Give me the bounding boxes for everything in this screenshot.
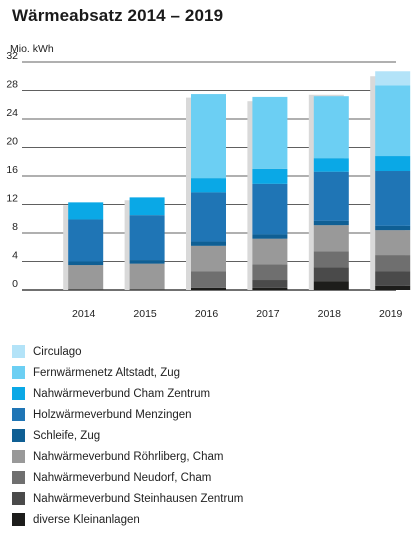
legend-swatch	[12, 366, 25, 379]
bar-segment	[68, 261, 104, 266]
x-tick-label: 2014	[72, 308, 96, 320]
legend-label: Nahwärmeverbund Neudorf, Cham	[33, 471, 212, 484]
y-axis-label: Mio. kWh	[10, 43, 54, 55]
legend-swatch	[12, 492, 25, 505]
bar-segment	[313, 96, 349, 159]
y-tick-label: 12	[6, 193, 18, 205]
legend-swatch	[12, 471, 25, 484]
y-tick-label: 20	[6, 136, 18, 148]
bar-segment	[375, 285, 411, 290]
bar-segment	[252, 264, 288, 281]
x-tick-label: 2016	[195, 308, 219, 320]
bar-segment	[191, 241, 226, 246]
bar-segment	[375, 230, 411, 256]
y-tick-label: 28	[6, 79, 18, 91]
legend-label: Holzwärmeverbund Menzingen	[33, 408, 192, 421]
legend-swatch	[12, 513, 25, 526]
legend-label: Nahwärmeverbund Steinhausen Zentrum	[33, 492, 244, 505]
chart-legend: Circulago Fernwärmenetz Altstadt, Zug Nahw…	[12, 341, 243, 530]
legend-label: Nahwärmeverbund Cham Zentrum	[33, 387, 211, 400]
bar-segment	[129, 263, 165, 290]
bar-segment	[252, 96, 288, 169]
bar-segment	[68, 202, 104, 220]
legend-item: Fernwärmenetz Altstadt, Zug	[12, 362, 243, 383]
bar-segment	[191, 271, 226, 288]
y-tick-label: 8	[12, 221, 18, 233]
x-tick-label: 2018	[318, 308, 342, 320]
y-tick-label: 24	[6, 107, 18, 119]
x-tick-label: 2015	[133, 308, 157, 320]
bar-segment	[252, 238, 288, 265]
bar-segment	[68, 289, 104, 290]
bar-segment	[375, 255, 411, 272]
legend-item: Nahwärmeverbund Neudorf, Cham	[12, 467, 243, 488]
bar-segment	[252, 280, 288, 288]
bar-segment	[252, 168, 288, 184]
legend-item: Schleife, Zug	[12, 425, 243, 446]
bar-segment	[68, 265, 104, 290]
y-tick-label: 0	[12, 278, 18, 290]
legend-item: Nahwärmeverbund Röhrliberg, Cham	[12, 446, 243, 467]
x-tick-label: 2019	[379, 308, 403, 320]
bar-segment	[375, 85, 411, 157]
bar-segment	[129, 260, 165, 264]
bar-segment	[252, 183, 288, 235]
bar-segment	[313, 281, 349, 290]
bar-segment	[191, 245, 226, 272]
bar-segment	[375, 171, 411, 226]
bar-segment	[191, 94, 226, 179]
bar-segment	[191, 178, 226, 193]
bar-segment	[313, 225, 349, 252]
bar-segment	[375, 271, 411, 286]
bar-segment	[313, 220, 349, 226]
bar-segment	[191, 287, 226, 290]
legend-label: Nahwärmeverbund Röhrliberg, Cham	[33, 450, 224, 463]
legend-label: diverse Kleinanlagen	[33, 513, 140, 526]
bar-segment	[252, 287, 288, 290]
bar-segment	[313, 267, 349, 282]
legend-item: diverse Kleinanlagen	[12, 509, 243, 530]
legend-label: Circulago	[33, 345, 82, 358]
bar-segment	[129, 197, 165, 216]
legend-item: Nahwärmeverbund Steinhausen Zentrum	[12, 488, 243, 509]
bar-segment	[68, 219, 104, 262]
bar-segment	[313, 251, 349, 268]
legend-label: Schleife, Zug	[33, 429, 101, 442]
bar-segment	[191, 192, 226, 242]
y-tick-label: 16	[6, 164, 18, 176]
y-tick-label: 32	[6, 50, 18, 62]
bar-segment	[313, 171, 349, 221]
legend-swatch	[12, 429, 25, 442]
bar-segment	[375, 156, 411, 172]
legend-swatch	[12, 387, 25, 400]
chart-title: Wärmeabsatz 2014 – 2019	[12, 6, 224, 25]
bar-segment	[375, 225, 411, 231]
bar-segment	[129, 215, 165, 261]
legend-swatch	[12, 345, 25, 358]
legend-item: Nahwärmeverbund Cham Zentrum	[12, 383, 243, 404]
x-tick-label: 2017	[256, 308, 280, 320]
legend-item: Circulago	[12, 341, 243, 362]
legend-item: Holzwärmeverbund Menzingen	[12, 404, 243, 425]
legend-swatch	[12, 408, 25, 421]
y-tick-label: 4	[12, 250, 18, 262]
legend-label: Fernwärmenetz Altstadt, Zug	[33, 366, 181, 379]
bar-segment	[252, 234, 288, 239]
bar-segment	[129, 289, 165, 290]
bar-segment	[313, 158, 349, 172]
bar-segment	[375, 71, 411, 86]
legend-swatch	[12, 450, 25, 463]
